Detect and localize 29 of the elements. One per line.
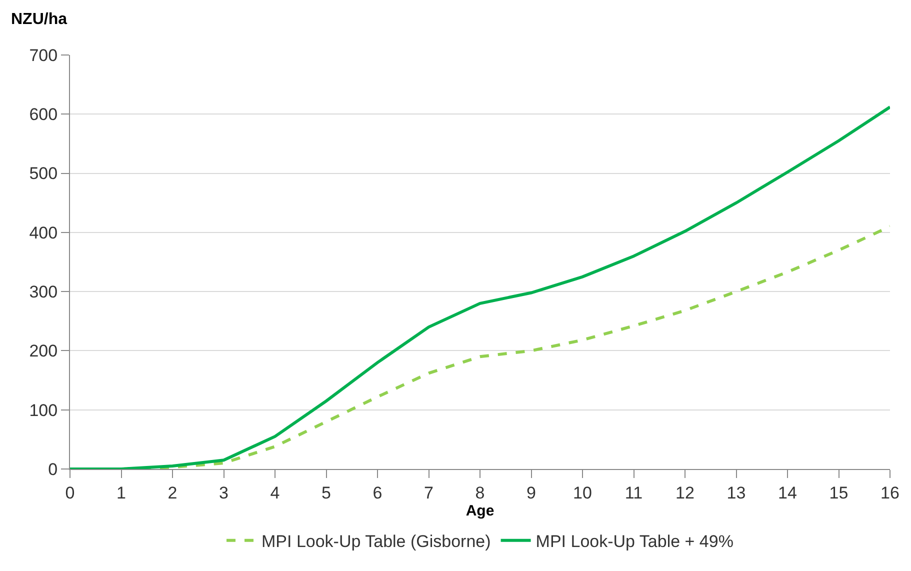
- y-tick-label: 0: [48, 460, 58, 479]
- x-tick-label: 11: [624, 483, 643, 502]
- y-tick-label: 300: [29, 282, 58, 302]
- x-tick-label: 0: [65, 483, 75, 502]
- y-tick-label: 400: [29, 223, 58, 242]
- x-tick-label: 16: [880, 483, 900, 502]
- x-axis-title: Age: [466, 502, 494, 520]
- y-tick-label: 700: [29, 46, 58, 65]
- legend-label: MPI Look-Up Table + 49%: [536, 532, 734, 551]
- y-tick-label: 600: [29, 105, 58, 124]
- x-tick-label: 7: [424, 483, 434, 502]
- x-tick-label: 15: [829, 483, 848, 502]
- x-tick-label: 3: [219, 483, 228, 502]
- x-tick-label: 5: [322, 483, 331, 502]
- y-tick-label: 200: [29, 342, 58, 361]
- legend-label: MPI Look-Up Table (Gisborne): [262, 532, 491, 551]
- x-tick-label: 13: [726, 483, 746, 502]
- x-tick-label: 2: [168, 483, 178, 502]
- x-tick-label: 12: [676, 483, 694, 502]
- x-tick-label: 9: [526, 483, 536, 502]
- x-tick-label: 14: [778, 483, 797, 502]
- x-tick-label: 8: [475, 483, 485, 502]
- x-tick-label: 1: [116, 483, 126, 502]
- x-tick-label: 10: [573, 483, 592, 502]
- y-axis-title: NZU/ha: [11, 11, 68, 28]
- x-tick-label: 4: [270, 483, 280, 502]
- y-tick-label: 100: [29, 400, 58, 420]
- y-tick-label: 500: [29, 164, 58, 184]
- x-tick-label: 6: [372, 483, 382, 502]
